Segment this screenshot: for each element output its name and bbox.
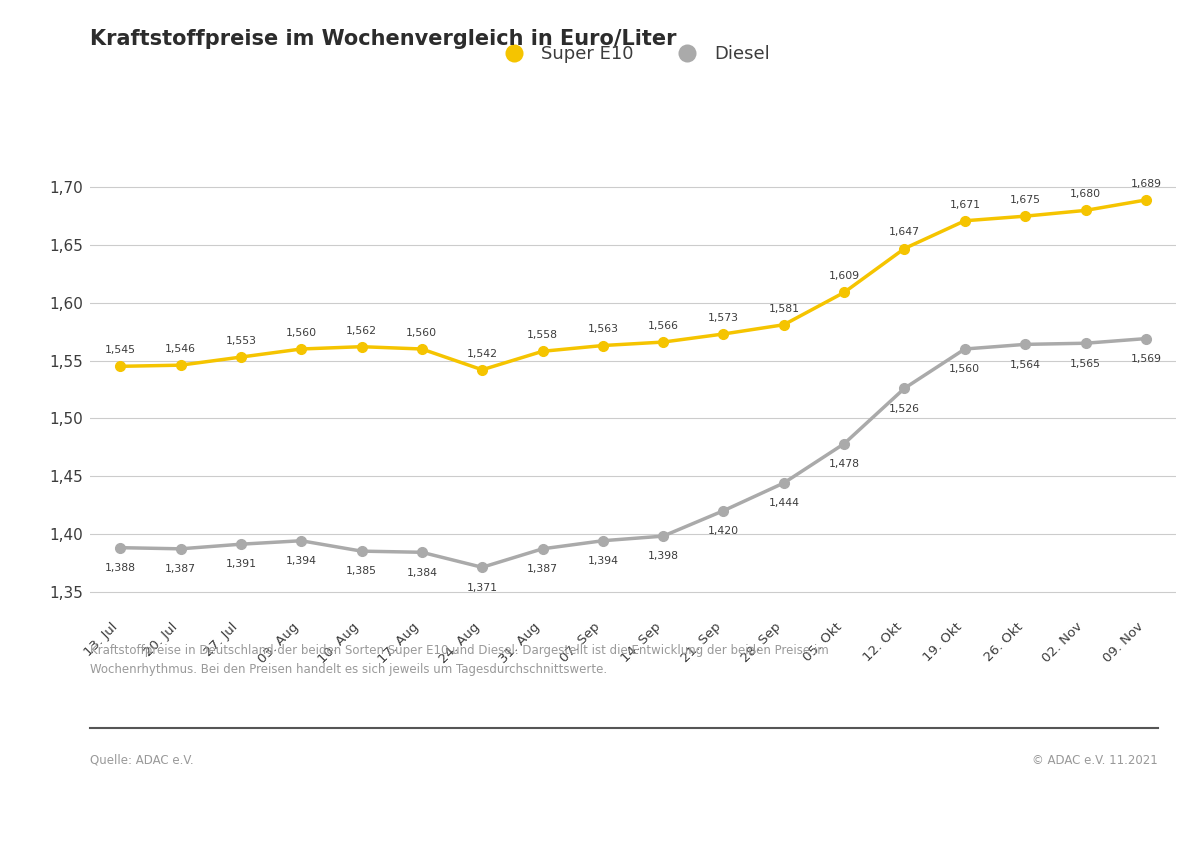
Text: 1,371: 1,371 <box>467 583 498 593</box>
Text: 1,394: 1,394 <box>286 556 317 566</box>
Text: 1,564: 1,564 <box>1009 360 1040 370</box>
Text: 1,562: 1,562 <box>346 326 377 336</box>
Text: 1,387: 1,387 <box>166 564 196 574</box>
Text: 1,560: 1,560 <box>407 328 437 338</box>
Text: 1,387: 1,387 <box>527 564 558 574</box>
Text: 1,385: 1,385 <box>346 567 377 577</box>
Text: Quelle: ADAC e.V.: Quelle: ADAC e.V. <box>90 754 193 766</box>
Legend: Super E10, Diesel: Super E10, Diesel <box>488 38 778 71</box>
Text: 1,609: 1,609 <box>829 271 859 281</box>
Text: Kraftstoffpreise in Deutschland der beiden Sorten Super E10 und Diesel. Dargeste: Kraftstoffpreise in Deutschland der beid… <box>90 644 829 676</box>
Text: 1,394: 1,394 <box>587 556 618 566</box>
Text: 1,545: 1,545 <box>104 345 136 355</box>
Text: 1,553: 1,553 <box>226 336 257 346</box>
Text: 1,569: 1,569 <box>1130 354 1162 364</box>
Text: 1,689: 1,689 <box>1130 179 1162 189</box>
Text: 1,398: 1,398 <box>648 552 679 562</box>
Text: 1,566: 1,566 <box>648 321 679 331</box>
Text: 1,384: 1,384 <box>407 568 437 578</box>
Text: 1,581: 1,581 <box>768 304 799 313</box>
Text: 1,560: 1,560 <box>286 328 317 338</box>
Text: 1,526: 1,526 <box>889 403 920 413</box>
Text: 1,478: 1,478 <box>829 459 859 469</box>
Text: 1,558: 1,558 <box>527 330 558 340</box>
Text: 1,563: 1,563 <box>587 324 618 334</box>
Text: 1,565: 1,565 <box>1070 359 1102 369</box>
Text: 1,542: 1,542 <box>467 349 498 359</box>
Text: Kraftstoffpreise im Wochenvergleich in Euro/Liter: Kraftstoffpreise im Wochenvergleich in E… <box>90 29 677 50</box>
Text: 1,444: 1,444 <box>768 498 799 509</box>
Text: 1,671: 1,671 <box>949 200 980 210</box>
Text: 1,573: 1,573 <box>708 313 739 322</box>
Text: 1,391: 1,391 <box>226 559 257 569</box>
Text: © ADAC e.V. 11.2021: © ADAC e.V. 11.2021 <box>1032 754 1158 766</box>
Text: 1,680: 1,680 <box>1070 189 1102 200</box>
Text: 1,675: 1,675 <box>1009 195 1040 205</box>
Text: 1,420: 1,420 <box>708 526 739 536</box>
Text: 1,560: 1,560 <box>949 365 980 375</box>
Text: 1,546: 1,546 <box>166 344 196 354</box>
Text: 1,388: 1,388 <box>104 563 136 573</box>
Text: 1,647: 1,647 <box>889 227 920 237</box>
